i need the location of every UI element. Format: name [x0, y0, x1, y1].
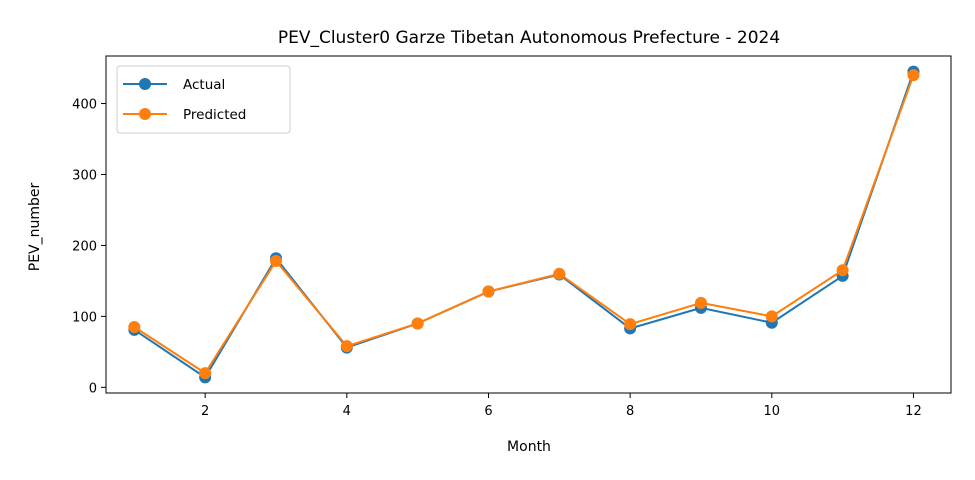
- x-tick-label: 8: [626, 404, 634, 419]
- data-point-predicted: [694, 296, 707, 309]
- y-axis-label: PEV_number: [27, 183, 43, 272]
- data-point-predicted: [907, 69, 920, 82]
- legend-marker-actual: [139, 78, 151, 90]
- y-tick-label: 300: [72, 168, 97, 183]
- legend-marker-predicted: [139, 108, 151, 120]
- plot-area: [105, 55, 952, 394]
- x-axis-ticks: 2 4 6 8 10 12: [201, 393, 922, 419]
- x-axis-label: Month: [507, 439, 551, 455]
- legend-frame: [116, 65, 291, 134]
- x-tick-label: 2: [201, 404, 209, 419]
- y-tick-label: 200: [72, 239, 97, 254]
- data-point-predicted: [199, 367, 212, 380]
- x-tick-label: 10: [764, 404, 781, 419]
- x-tick-label: 4: [343, 404, 351, 419]
- chart-title: PEV_Cluster0 Garze Tibetan Autonomous Pr…: [278, 28, 780, 48]
- data-point-predicted: [411, 317, 424, 330]
- series-layer: [128, 65, 920, 384]
- y-tick-label: 400: [72, 98, 97, 113]
- legend-label-predicted: Predicted: [183, 107, 246, 123]
- x-tick-label: 12: [905, 404, 922, 419]
- series-predicted: [128, 69, 920, 380]
- legend: Actual Predicted: [116, 65, 291, 134]
- y-tick-label: 0: [89, 381, 97, 396]
- y-tick-label: 100: [72, 310, 97, 325]
- series-line-predicted: [133, 74, 915, 375]
- data-point-predicted: [553, 267, 566, 280]
- legend-label-actual: Actual: [183, 77, 225, 93]
- x-tick-label: 6: [484, 404, 492, 419]
- data-point-predicted: [269, 255, 282, 268]
- data-point-predicted: [624, 318, 637, 331]
- data-point-predicted: [765, 310, 778, 323]
- data-point-predicted: [836, 264, 849, 277]
- data-point-predicted: [128, 321, 141, 334]
- data-point-predicted: [482, 285, 495, 298]
- y-axis-ticks: 0 100 200 300 400: [72, 98, 106, 396]
- data-point-predicted: [340, 340, 353, 353]
- plot-frame: [105, 55, 952, 394]
